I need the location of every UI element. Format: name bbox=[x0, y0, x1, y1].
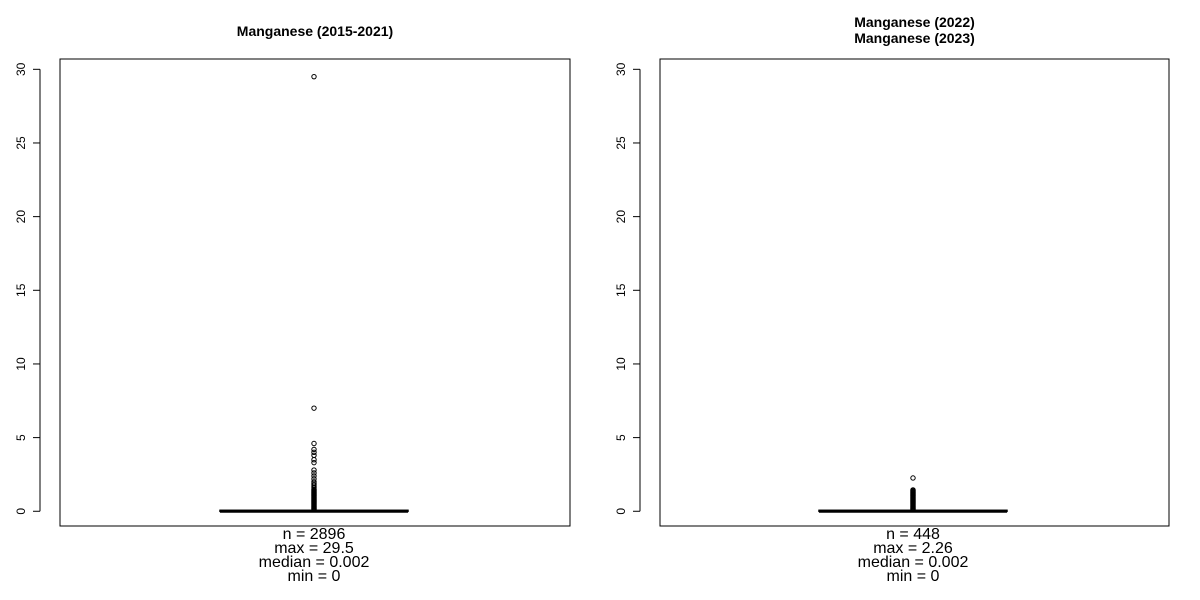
outlier-point bbox=[311, 457, 317, 463]
y-tick-label: 25 bbox=[614, 136, 628, 150]
y-tick-label: 25 bbox=[14, 136, 28, 150]
chart-title: Manganese (2022) bbox=[854, 14, 975, 30]
outlier-point bbox=[311, 452, 317, 458]
boxplot-panel-right: Manganese (2022)Manganese (2023) 0 5 10 15 20… bbox=[614, 14, 1170, 585]
outlier-point bbox=[311, 405, 317, 411]
outlier-point bbox=[311, 467, 317, 473]
y-tick-label: 30 bbox=[614, 62, 628, 76]
stat-label: max = 2.26 bbox=[873, 540, 953, 557]
outlier-point bbox=[311, 476, 317, 482]
y-tick-label: 20 bbox=[14, 210, 28, 224]
outlier-point bbox=[311, 446, 317, 453]
y-tick-label: 5 bbox=[614, 434, 628, 441]
stat-label: median = 0.002 bbox=[259, 554, 370, 571]
plot-frame bbox=[59, 58, 571, 527]
stat-label: n = 2896 bbox=[283, 526, 346, 543]
stat-label: min = 0 bbox=[887, 568, 940, 585]
stat-label: max = 29.5 bbox=[274, 540, 354, 557]
plot-frame bbox=[659, 58, 1170, 527]
y-tick-label: 5 bbox=[14, 434, 28, 441]
stat-label: median = 0.002 bbox=[858, 554, 969, 571]
outlier-point bbox=[311, 73, 317, 80]
outlier-point bbox=[311, 459, 317, 466]
y-tick-label: 0 bbox=[14, 508, 28, 515]
y-tick-label: 20 bbox=[614, 210, 628, 224]
outlier-point bbox=[910, 487, 916, 493]
stat-label: n = 448 bbox=[886, 526, 940, 543]
outlier-point bbox=[910, 475, 916, 481]
y-tick-label: 10 bbox=[614, 357, 628, 371]
y-tick-label: 15 bbox=[14, 283, 28, 297]
boxplot-panel-left: Manganese (2015-2021) 0 5 10 15 20 25 30 n = 289… bbox=[14, 23, 571, 585]
y-tick-label: 30 bbox=[14, 62, 28, 76]
outlier-point bbox=[311, 470, 317, 476]
stat-label: min = 0 bbox=[288, 568, 341, 585]
outlier-point bbox=[311, 440, 317, 447]
outlier-point bbox=[311, 449, 317, 456]
outlier-point bbox=[311, 473, 317, 479]
y-tick-label: 10 bbox=[14, 357, 28, 371]
y-tick-label: 0 bbox=[614, 508, 628, 515]
y-tick-label: 15 bbox=[614, 283, 628, 297]
outlier-point bbox=[311, 479, 317, 485]
chart-title: Manganese (2023) bbox=[854, 30, 975, 46]
chart-title: Manganese (2015-2021) bbox=[237, 23, 393, 39]
